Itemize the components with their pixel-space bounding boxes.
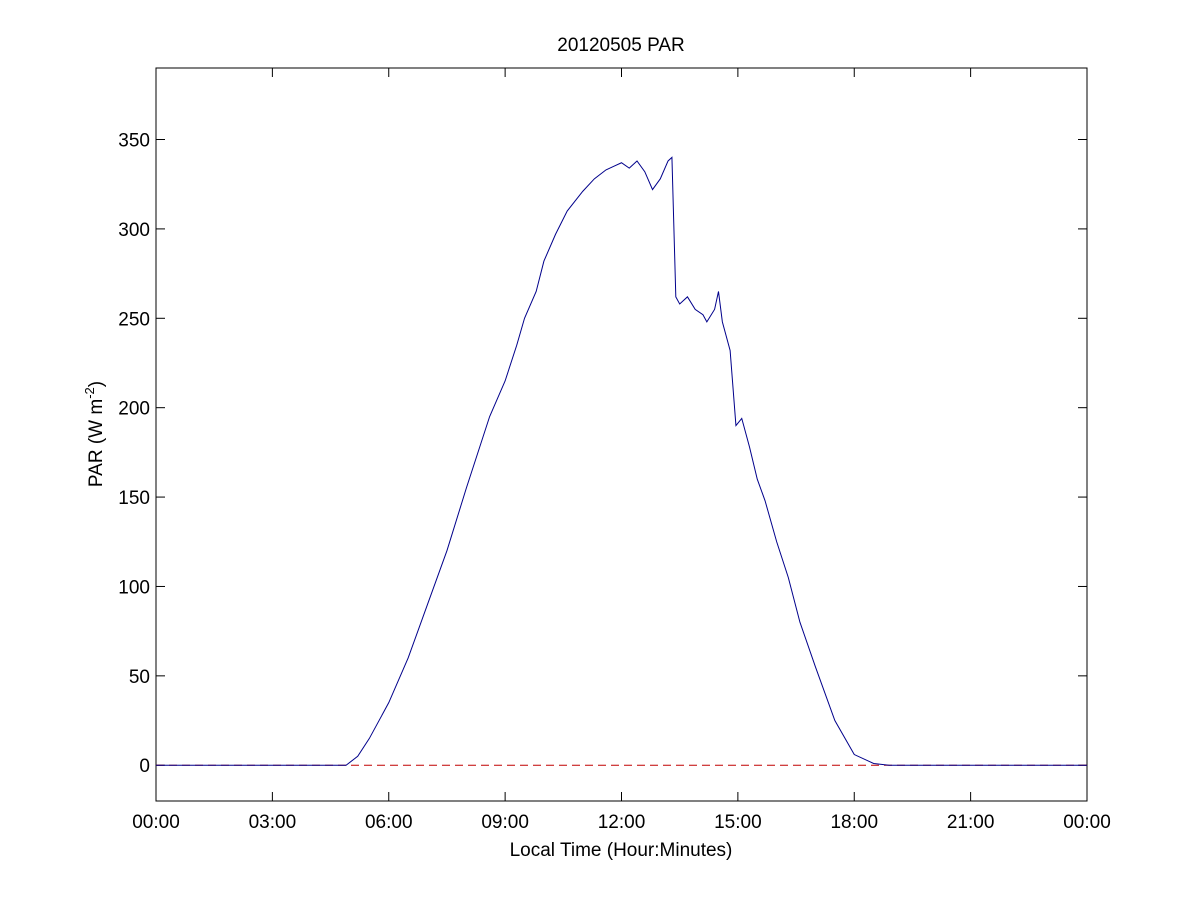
x-tick-label: 03:00: [249, 812, 297, 833]
y-axis-title-suffix: ): [86, 381, 107, 387]
y-axis-title-main: PAR (W m: [86, 399, 107, 487]
axis-ticks: 00:00 03:00 06:00 09:00 12:00 15:00 18:00 21:00…: [118, 68, 1111, 833]
y-tick-label: 100: [118, 577, 150, 598]
y-tick-label: 150: [118, 488, 150, 509]
x-axis-title: Local Time (Hour:Minutes): [510, 840, 733, 861]
y-tick-label: 300: [118, 220, 150, 241]
x-tick-label: 12:00: [598, 812, 646, 833]
chart-title: 20120505 PAR: [557, 35, 684, 56]
x-tick-label: 15:00: [714, 812, 762, 833]
par-series-line: [156, 156, 1087, 766]
y-axis-title-superscript: -2: [82, 387, 97, 399]
y-tick-label: 50: [129, 667, 150, 688]
y-tick-label: 250: [118, 309, 150, 330]
y-tick-label: 350: [118, 131, 150, 152]
plot-area: [155, 67, 1088, 802]
series-layer: [156, 156, 1087, 766]
x-tick-label: 18:00: [830, 812, 878, 833]
x-tick-label: 21:00: [947, 812, 995, 833]
x-tick-label: 00:00: [1063, 812, 1111, 833]
y-axis-title: PAR (W m-2): [82, 381, 107, 487]
x-tick-label: 09:00: [481, 812, 529, 833]
x-tick-label: 00:00: [132, 812, 180, 833]
y-tick-label: 200: [118, 399, 150, 420]
y-tick-label: 0: [139, 756, 150, 777]
x-tick-label: 06:00: [365, 812, 413, 833]
